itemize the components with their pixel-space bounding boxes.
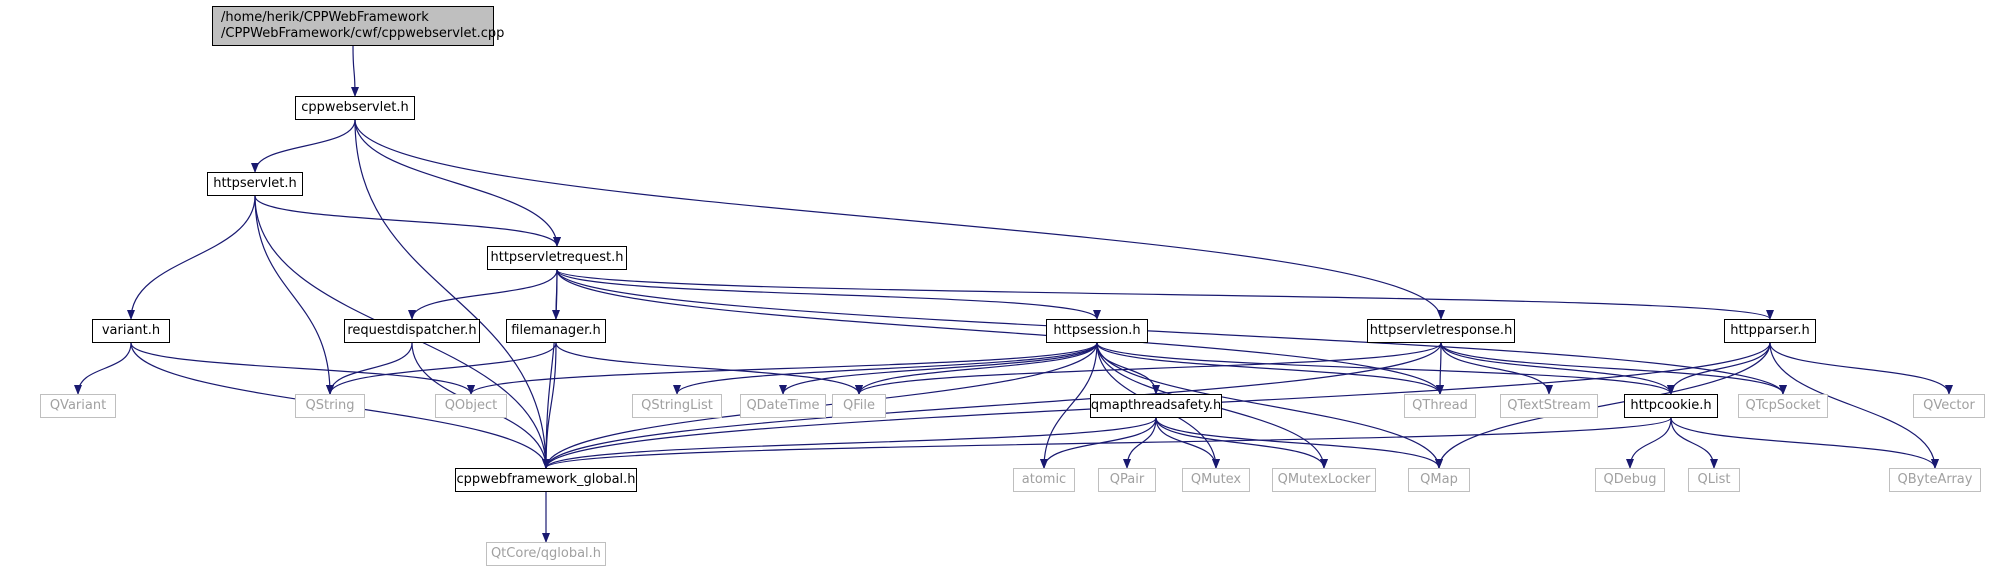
node-qtcpsocket[interactable]: QTcpSocket <box>1738 394 1828 418</box>
edge-httpsession_h-to-atomic <box>1040 342 1098 469</box>
node-httpsession-h[interactable]: httpsession.h <box>1046 319 1148 343</box>
root-file-node[interactable]: /home/herik/CPPWebFramework /CPPWebFrame… <box>212 6 504 46</box>
node-qthread[interactable]: QThread <box>1404 394 1476 418</box>
edge-httpservletrequest_h-to-qtcpsocket <box>556 269 1787 395</box>
edge-qmapthreadsafety_h-to-cppwebframework_global_h <box>542 417 1157 469</box>
edge-filemanager_h-to-cppwebframework_global_h <box>542 342 557 469</box>
edge-httpservletrequest_h-to-httpsession_h <box>556 269 1101 320</box>
edge-httpsession_h-to-qthread <box>1096 342 1444 395</box>
node-qpair[interactable]: QPair <box>1098 468 1156 492</box>
edge-httpservletrequest_h-to-httpparser_h <box>556 269 1774 320</box>
node-httpparser-h[interactable]: httpparser.h <box>1724 319 1816 343</box>
node-filemanager-h[interactable]: filemanager.h <box>506 319 606 343</box>
node-httpservlet-h[interactable]: httpservlet.h <box>207 172 303 196</box>
node-qmutex[interactable]: QMutex <box>1182 468 1250 492</box>
edge-httpservlet_h-to-qstring <box>254 195 334 395</box>
edge-httpsession_h-to-qobject <box>467 342 1098 395</box>
edge-qmapthreadsafety_h-to-qmutexlocker <box>1155 417 1328 469</box>
edge-root-to-cppwebservlet_h <box>350 45 359 97</box>
node-qlist[interactable]: QList <box>1688 468 1740 492</box>
edge-filemanager_h-to-qfile <box>555 342 863 395</box>
edge-httpsession_h-to-qmap <box>1096 342 1443 469</box>
node-qstringlist[interactable]: QStringList <box>632 394 722 418</box>
edge-httpservlet_h-to-variant_h <box>127 195 256 320</box>
edge-cppwebservlet_h-to-httpservletresponse_h <box>354 119 1445 320</box>
edge-variant_h-to-qobject <box>130 342 475 395</box>
node-qbytearray[interactable]: QByteArray <box>1889 468 1981 492</box>
edge-qmapthreadsafety_h-to-qmap <box>1155 417 1443 469</box>
node-qfile[interactable]: QFile <box>832 394 886 418</box>
edge-httpparser_h-to-qvector <box>1769 342 1953 395</box>
edge-httpparser_h-to-qbytearray <box>1769 342 1939 469</box>
node-variant-h[interactable]: variant.h <box>92 319 170 343</box>
edge-httpparser_h-to-httpcookie_h <box>1667 342 1771 395</box>
edge-httpsession_h-to-qfile <box>855 342 1098 395</box>
edge-httpsession_h-to-httpcookie_h <box>1096 342 1675 395</box>
node-qvector[interactable]: QVector <box>1913 394 1985 418</box>
edge-httpcookie_h-to-qdebug <box>1626 417 1672 469</box>
edge-filemanager_h-to-qstring <box>326 342 557 395</box>
edge-cppwebservlet_h-to-httpservletrequest_h <box>354 119 561 247</box>
edge-httpservlet_h-to-httpservletrequest_h <box>254 195 561 247</box>
node-qdebug[interactable]: QDebug <box>1595 468 1665 492</box>
node-qvariant[interactable]: QVariant <box>40 394 116 418</box>
edge-httpservletresponse_h-to-qthread <box>1436 342 1445 395</box>
edge-qmapthreadsafety_h-to-qmutex <box>1155 417 1220 469</box>
node-httpservletrequest-h[interactable]: httpservletrequest.h <box>487 246 627 270</box>
edge-httpcookie_h-to-cppwebframework_global_h <box>542 417 1672 469</box>
root-path-line2: /CPPWebFramework/cwf/cppwebservlet.cpp <box>221 26 505 41</box>
node-httpservletresponse-h[interactable]: httpservletresponse.h <box>1367 319 1515 343</box>
edge-cppwebservlet_h-to-cppwebframework_global_h <box>354 119 550 469</box>
node-requestdispatcher-h[interactable]: requestdispatcher.h <box>344 319 480 343</box>
node-qobject[interactable]: QObject <box>435 394 507 418</box>
node-qdatetime[interactable]: QDateTime <box>740 394 826 418</box>
edge-httpservletrequest_h-to-qthread <box>556 269 1444 395</box>
edge-httpparser_h-to-qmap <box>1435 342 1771 469</box>
node-atomic[interactable]: atomic <box>1013 468 1075 492</box>
edge-httpsession_h-to-qdatetime <box>779 342 1098 395</box>
edge-variant_h-to-qvariant <box>74 342 132 395</box>
edge-httpservletresponse_h-to-qtcpsocket <box>1440 342 1787 395</box>
edge-httpcookie_h-to-qbytearray <box>1670 417 1939 469</box>
edge-httpservletresponse_h-to-qtextstream <box>1440 342 1553 395</box>
edge-httpservletrequest_h-to-cppwebframework_global_h <box>542 269 558 469</box>
edge-httpservletrequest_h-to-requestdispatcher_h <box>408 269 558 320</box>
node-qstring[interactable]: QString <box>295 394 365 418</box>
edge-httpsession_h-to-qstringlist <box>673 342 1098 395</box>
edge-httpservletresponse_h-to-httpcookie_h <box>1440 342 1675 395</box>
node-cppwebservlet-h[interactable]: cppwebservlet.h <box>295 96 415 120</box>
root-path-line1: /home/herik/CPPWebFramework <box>221 10 429 25</box>
node-qmapthreadsafety-h[interactable]: qmapthreadsafety.h <box>1090 394 1222 418</box>
edge-httpservletresponse_h-to-cppwebframework_global_h <box>542 342 1442 469</box>
node-httpcookie-h[interactable]: httpcookie.h <box>1624 394 1718 418</box>
node-qtcore-qglobal-h[interactable]: QtCore/qglobal.h <box>486 542 606 566</box>
node-qmap[interactable]: QMap <box>1408 468 1470 492</box>
node-qmutexlocker[interactable]: QMutexLocker <box>1272 468 1376 492</box>
edge-cppwebservlet_h-to-httpservlet_h <box>251 119 356 173</box>
edge-httpservletresponse_h-to-qfile <box>855 342 1442 395</box>
edge-requestdispatcher_h-to-qstring <box>326 342 413 395</box>
edge-httpcookie_h-to-qlist <box>1670 417 1718 469</box>
node-qtextstream[interactable]: QTextStream <box>1500 394 1598 418</box>
node-cppwebframework-global-h[interactable]: cppwebframework_global.h <box>455 468 637 492</box>
